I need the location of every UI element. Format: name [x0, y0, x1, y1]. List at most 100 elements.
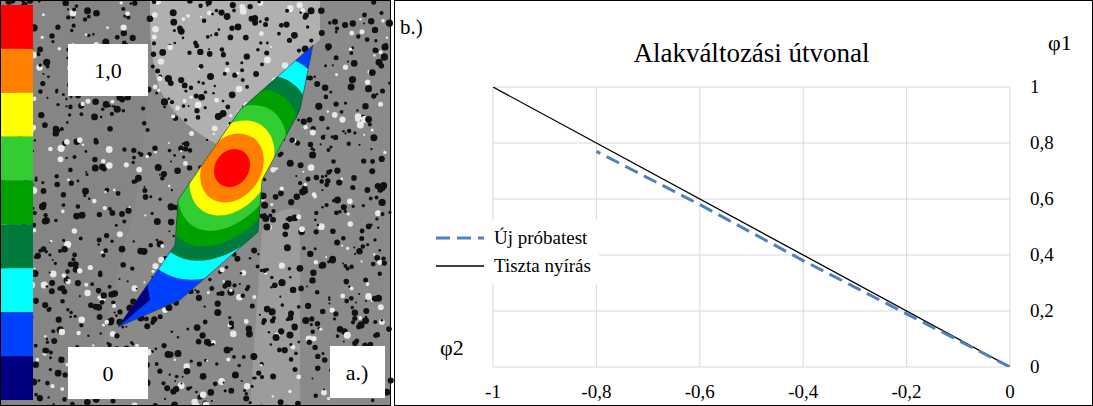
speckle	[315, 354, 320, 359]
speckle	[229, 114, 232, 117]
grid-x	[1010, 87, 1011, 367]
panel-a: 1,00a.)	[0, 0, 394, 406]
speckle	[106, 162, 113, 169]
speckle	[51, 338, 57, 344]
speckle	[243, 396, 249, 402]
speckle	[369, 69, 376, 76]
speckle	[87, 335, 89, 337]
speckle	[70, 29, 73, 32]
speckle	[79, 237, 83, 241]
speckle	[151, 64, 155, 68]
speckle	[277, 32, 281, 36]
speckle	[50, 271, 57, 278]
speckle	[328, 298, 331, 301]
speckle	[141, 248, 148, 255]
speckle	[214, 32, 218, 36]
speckle	[292, 325, 297, 330]
y-tick-label: 1	[1030, 76, 1040, 97]
speckle	[373, 54, 376, 57]
speckle	[149, 243, 153, 247]
speckle	[49, 288, 55, 294]
speckle	[378, 249, 381, 252]
speckle	[184, 368, 191, 375]
speckle	[60, 127, 64, 131]
speckle	[151, 270, 154, 273]
speckle	[57, 129, 61, 133]
strain-level	[207, 142, 258, 194]
speckle	[234, 256, 240, 262]
speckle	[259, 31, 264, 36]
speckle	[229, 320, 234, 325]
speckle	[296, 375, 301, 380]
speckle	[239, 283, 241, 285]
speckle	[314, 76, 316, 78]
speckle	[302, 246, 306, 250]
speckle	[301, 119, 307, 125]
speckle	[365, 37, 370, 42]
speckle	[358, 293, 360, 295]
speckle	[340, 294, 345, 299]
speckle	[196, 290, 200, 294]
speckle	[213, 381, 218, 386]
speckle	[189, 95, 193, 99]
speckle	[43, 59, 50, 66]
speckle	[312, 345, 317, 350]
speckle	[49, 368, 52, 371]
speckle	[283, 223, 290, 230]
speckle	[341, 204, 347, 210]
grid-y	[493, 367, 1010, 368]
speckle	[49, 33, 54, 38]
speckle	[372, 296, 378, 302]
speckle	[128, 206, 130, 208]
y-tick-label: 0,4	[1030, 244, 1054, 265]
speckle	[305, 303, 311, 309]
speckle	[278, 190, 284, 196]
speckle	[170, 100, 174, 104]
speckle	[348, 221, 354, 227]
speckle	[194, 324, 201, 331]
speckle	[200, 373, 207, 380]
speckle	[307, 251, 313, 257]
speckle	[290, 138, 295, 143]
speckle	[84, 399, 91, 406]
speckle	[315, 366, 320, 371]
speckle	[281, 303, 285, 307]
speckle	[264, 57, 271, 64]
speckle	[336, 334, 340, 338]
speckle	[325, 174, 328, 177]
speckle	[321, 189, 323, 191]
speckle	[142, 121, 147, 126]
speckle	[336, 179, 342, 185]
speckle	[115, 314, 118, 317]
speckle	[141, 107, 145, 111]
speckle	[220, 115, 223, 118]
speckle	[287, 38, 292, 43]
speckle	[102, 323, 105, 326]
speckle	[136, 288, 138, 290]
speckle	[196, 295, 202, 301]
speckle	[168, 203, 175, 210]
colorbar-band	[1, 49, 33, 93]
speckle	[221, 52, 226, 57]
speckle	[132, 179, 137, 184]
speckle	[155, 69, 160, 74]
speckle	[60, 285, 66, 291]
speckle	[330, 228, 336, 234]
speckle	[214, 98, 219, 103]
speckle	[388, 211, 391, 214]
speckle	[329, 91, 332, 94]
speckle	[350, 287, 354, 291]
speckle	[108, 207, 112, 211]
speckle	[168, 230, 170, 232]
speckle	[346, 267, 350, 271]
speckle	[224, 389, 227, 392]
speckle	[277, 348, 282, 353]
speckle	[223, 382, 225, 384]
speckle	[54, 182, 60, 188]
speckle	[85, 33, 88, 36]
speckle	[245, 85, 249, 89]
speckle	[260, 269, 263, 272]
speckle	[48, 396, 50, 398]
speckle	[92, 98, 99, 105]
speckle	[327, 397, 330, 400]
